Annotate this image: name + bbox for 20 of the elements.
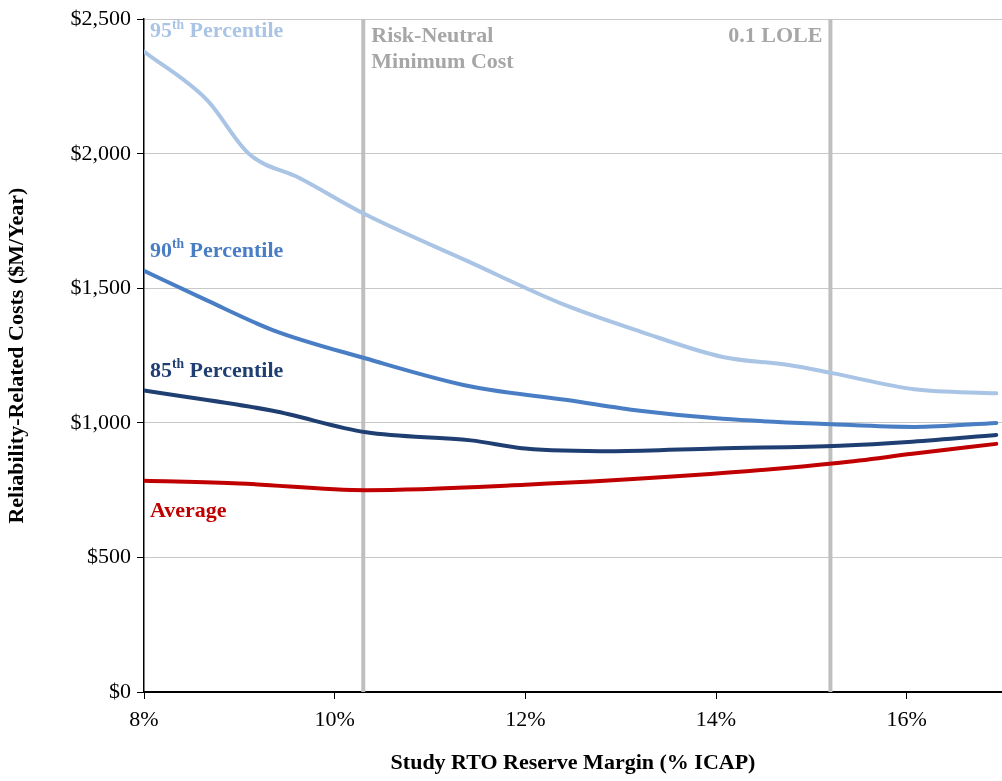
ref-line-label: Risk-Neutral Minimum Cost: [371, 21, 515, 73]
y-axis-title: Reliability-Related Costs ($M/Year): [2, 187, 28, 524]
x-tick-label: 8%: [129, 705, 159, 731]
line-series: [144, 268, 999, 429]
y-tick-label: $500: [87, 543, 131, 569]
series-label: Average: [150, 496, 227, 522]
y-tick-label: $1,500: [70, 274, 131, 300]
y-tick-label: $2,000: [70, 139, 131, 165]
line-series: [144, 49, 999, 396]
line-series: [144, 388, 999, 454]
x-axis-title: Study RTO Reserve Margin (% ICAP): [390, 749, 756, 775]
x-tick-label: 12%: [505, 705, 546, 731]
y-tick-label: $2,500: [70, 4, 131, 30]
ref-line-label: 0.1 LOLE: [728, 21, 823, 47]
x-tick-label: 14%: [695, 705, 737, 731]
y-tick-label: $1,000: [70, 408, 131, 434]
y-tick-label: $0: [109, 677, 131, 703]
x-tick-label: 10%: [314, 705, 355, 731]
x-tick-label: 16%: [886, 705, 927, 731]
line-series: [144, 441, 999, 493]
